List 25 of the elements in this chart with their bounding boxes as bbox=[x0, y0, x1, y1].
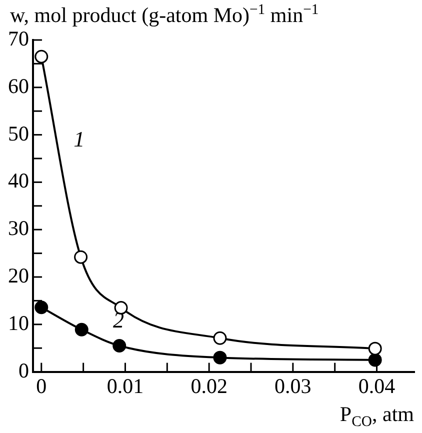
point bbox=[34, 300, 48, 314]
point bbox=[74, 250, 88, 264]
x-tick-label: 0.01 bbox=[106, 374, 144, 398]
x-tick-label: 0.02 bbox=[190, 374, 228, 398]
x-tick-label: 0.03 bbox=[274, 374, 312, 398]
y-tick-label: 50 bbox=[8, 121, 29, 146]
point bbox=[213, 331, 227, 345]
series-label: 1 bbox=[74, 126, 85, 152]
y-tick-label: 40 bbox=[8, 168, 29, 193]
point bbox=[368, 353, 382, 367]
y-tick-label: 30 bbox=[8, 216, 29, 240]
y-tick-label: 70 bbox=[8, 26, 29, 51]
x-tick-label: 0.04 bbox=[358, 374, 396, 398]
point bbox=[74, 322, 88, 336]
point bbox=[213, 350, 227, 364]
chart-title: w, mol product (g-atom Mo)$^{−1}$ min$^{−1}$ bbox=[10, 2, 319, 28]
x-tick-label: 0 bbox=[36, 374, 47, 398]
y-tick-label: 0 bbox=[18, 358, 29, 382]
point bbox=[368, 342, 382, 356]
y-tick-label: 10 bbox=[8, 310, 29, 335]
x-axis-title: P$_{CO}$, atm bbox=[340, 402, 414, 431]
point bbox=[112, 338, 126, 352]
point bbox=[34, 50, 48, 64]
y-tick-label: 20 bbox=[8, 264, 29, 288]
y-tick-label: 60 bbox=[8, 74, 29, 98]
